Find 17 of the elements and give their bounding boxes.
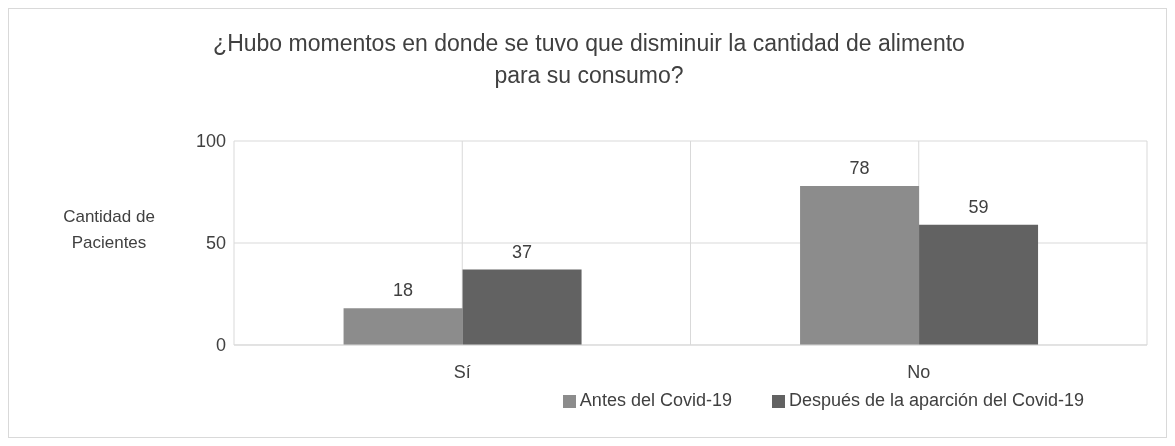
bar: [800, 185, 920, 345]
data-label: 37: [512, 241, 533, 262]
data-label: 78: [849, 157, 870, 178]
y-axis-title: Cantidad de Pacientes: [62, 206, 156, 254]
x-tick-label: No: [907, 361, 931, 382]
y-tick-label: 0: [215, 335, 226, 356]
bar: [343, 308, 463, 345]
data-label: 59: [968, 196, 989, 217]
y-tick-label: 100: [195, 131, 226, 152]
data-label: 18: [393, 280, 414, 301]
y-tick-label: 50: [205, 233, 226, 254]
chart-title: ¿Hubo momentos en donde se tuvo que disminuir la cantidad de alimento para su consumo?: [212, 29, 966, 90]
legend-label: Antes del Covid-19: [579, 390, 732, 410]
bar: [462, 269, 582, 345]
x-tick-label: Sí: [453, 361, 471, 382]
legend-label: Después de la aparción del Covid-19: [788, 390, 1085, 410]
bar: [919, 224, 1039, 345]
